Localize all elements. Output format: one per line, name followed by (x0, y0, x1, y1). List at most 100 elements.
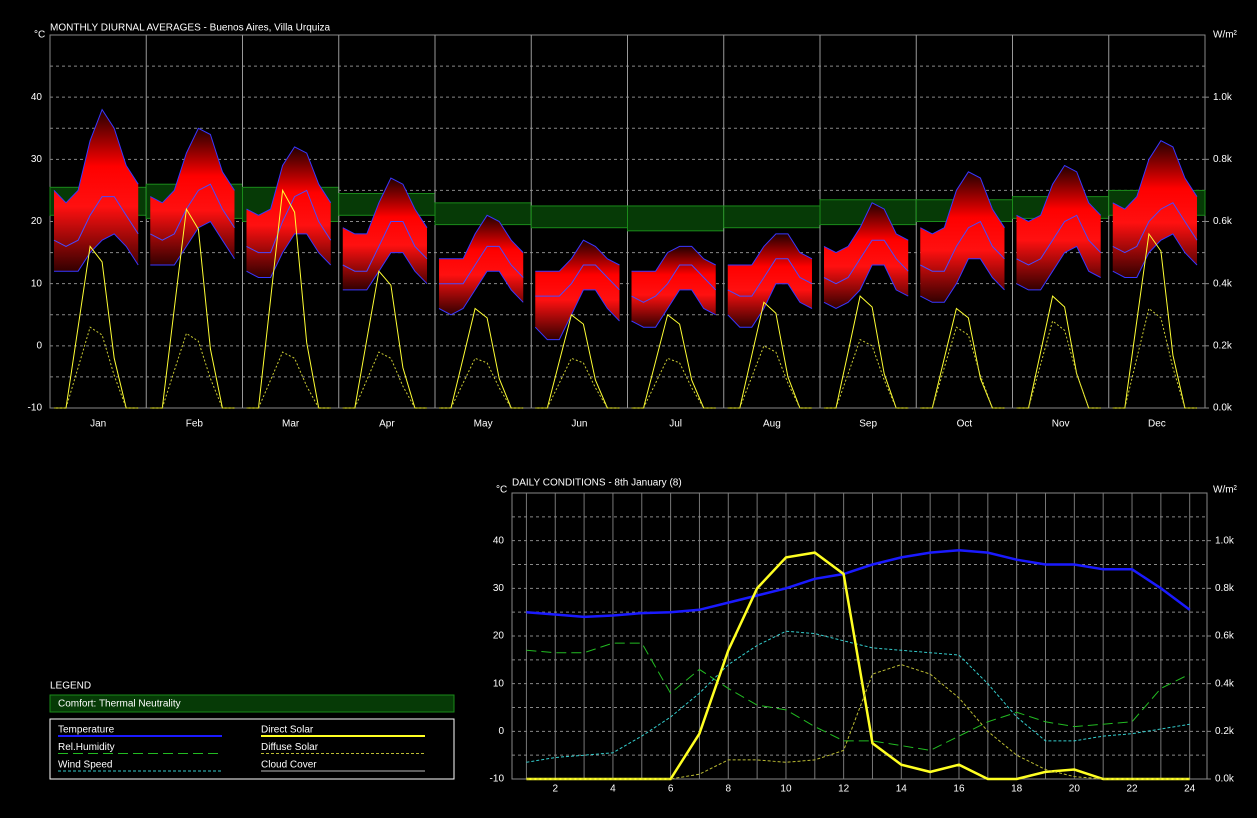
legend-box (49, 718, 455, 780)
direct-solar-line (727, 301, 812, 409)
x-tick-label: Dec (1148, 419, 1166, 430)
direct-solar-line (246, 188, 331, 409)
comfort-band (627, 205, 725, 232)
temp-range (1016, 165, 1101, 290)
x-tick-label: 22 (1126, 784, 1138, 795)
temp-max-line (246, 146, 332, 216)
y2-tick-label: 1.0k (1215, 535, 1235, 546)
y2-tick-label: 0.8k (1213, 154, 1233, 165)
temp-max-line (53, 108, 139, 204)
temp-avg-line (1112, 202, 1198, 254)
x-tick-label: 12 (838, 784, 850, 795)
diffuse-solar-line (246, 351, 331, 409)
diffuse-solar-line (54, 326, 139, 409)
temp-range (54, 109, 139, 272)
legend-title: LEGEND (50, 681, 91, 692)
temp-min-line (438, 270, 524, 316)
temp-min-line (1112, 233, 1198, 278)
series-line (526, 664, 1190, 780)
series-line (526, 642, 1190, 751)
y2-tick-label: 0.6k (1215, 631, 1235, 642)
temp-min-line (920, 258, 1005, 303)
diffuse-solar-line (535, 357, 620, 409)
temp-min-line (823, 264, 909, 310)
x-tick-label: 2 (552, 784, 558, 795)
diffuse-solar-line (150, 332, 235, 409)
x-tick-label: 8 (726, 784, 732, 795)
x-tick-label: Mar (282, 419, 300, 430)
temp-avg-line (727, 258, 813, 297)
temp-min-line (54, 233, 139, 272)
direct-solar-line (342, 270, 427, 409)
direct-solar-line (535, 313, 620, 409)
direct-solar-line (1016, 295, 1101, 409)
y-tick-label: 30 (493, 583, 505, 594)
temp-max-line (823, 202, 909, 254)
temp-avg-line (53, 196, 139, 247)
temp-avg-line (439, 245, 524, 285)
direct-solar-line (439, 307, 524, 409)
x-tick-label: 18 (1011, 784, 1023, 795)
y-tick-label: 40 (31, 92, 43, 103)
temp-min-line (246, 233, 332, 278)
temp-min-line (342, 252, 428, 291)
y2-tick-label: 0.6k (1213, 216, 1233, 227)
temp-avg-line (150, 183, 235, 241)
chart-title: DAILY CONDITIONS - 8th January (8) (512, 478, 682, 489)
diffuse-solar-line (1112, 307, 1197, 409)
y2-tick-label: 0.8k (1215, 583, 1235, 594)
comfort-band (723, 205, 821, 229)
temp-min-line (534, 289, 620, 341)
x-tick-label: 20 (1069, 784, 1081, 795)
chart-title: MONTHLY DIURNAL AVERAGES - Buenos Aires,… (50, 23, 331, 34)
x-tick-label: Jul (669, 419, 682, 430)
y-tick-label: -10 (490, 774, 505, 785)
direct-solar-line (920, 307, 1005, 409)
legend-label: Comfort: Thermal Neutrality (58, 699, 181, 710)
temp-min-line (1016, 245, 1101, 291)
legend-label: Direct Solar (261, 725, 314, 736)
legend-label: Diffuse Solar (261, 742, 319, 753)
temp-max-line (535, 239, 620, 272)
temp-max-line (342, 177, 428, 235)
direct-solar-line (1112, 232, 1197, 409)
legend-label: Temperature (58, 725, 115, 736)
y-unit: °C (34, 30, 45, 41)
x-tick-label: 4 (610, 784, 616, 795)
x-tick-label: Jun (571, 419, 587, 430)
y2-tick-label: 0.0k (1215, 774, 1235, 785)
diffuse-solar-line (727, 345, 812, 409)
direct-solar-line (631, 313, 716, 409)
y-tick-label: 0 (36, 340, 42, 351)
legend-label: Cloud Cover (261, 760, 317, 771)
diffuse-solar-line (439, 357, 524, 409)
temp-max-line (920, 171, 1005, 235)
y-tick-label: 30 (31, 154, 43, 165)
x-tick-label: May (474, 419, 493, 430)
temp-max-line (1016, 164, 1102, 223)
temp-min-line (150, 220, 235, 266)
diffuse-solar-line (920, 326, 1005, 409)
y2-tick-label: 1.0k (1213, 92, 1233, 103)
temp-range (727, 233, 812, 328)
temp-avg-line (1016, 214, 1102, 266)
temp-range (535, 240, 620, 340)
x-tick-label: 24 (1184, 784, 1196, 795)
y2-tick-label: 0.0k (1213, 403, 1233, 414)
y-tick-label: 20 (31, 216, 43, 227)
y-unit: °C (496, 485, 507, 496)
y2-unit: W/m² (1213, 485, 1238, 496)
x-tick-label: 16 (953, 784, 965, 795)
temp-avg-line (342, 221, 428, 272)
diffuse-solar-line (1016, 320, 1101, 409)
temp-range (150, 128, 235, 266)
temp-range (631, 246, 716, 328)
x-tick-label: Aug (763, 419, 781, 430)
comfort-band (530, 205, 628, 229)
x-tick-label: 14 (896, 784, 908, 795)
diffuse-solar-line (342, 351, 427, 409)
temp-avg-line (823, 239, 909, 285)
y-tick-label: 10 (31, 278, 43, 289)
temp-range (246, 146, 331, 278)
